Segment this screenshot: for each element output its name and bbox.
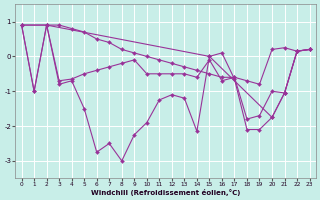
X-axis label: Windchill (Refroidissement éolien,°C): Windchill (Refroidissement éolien,°C) (91, 189, 240, 196)
